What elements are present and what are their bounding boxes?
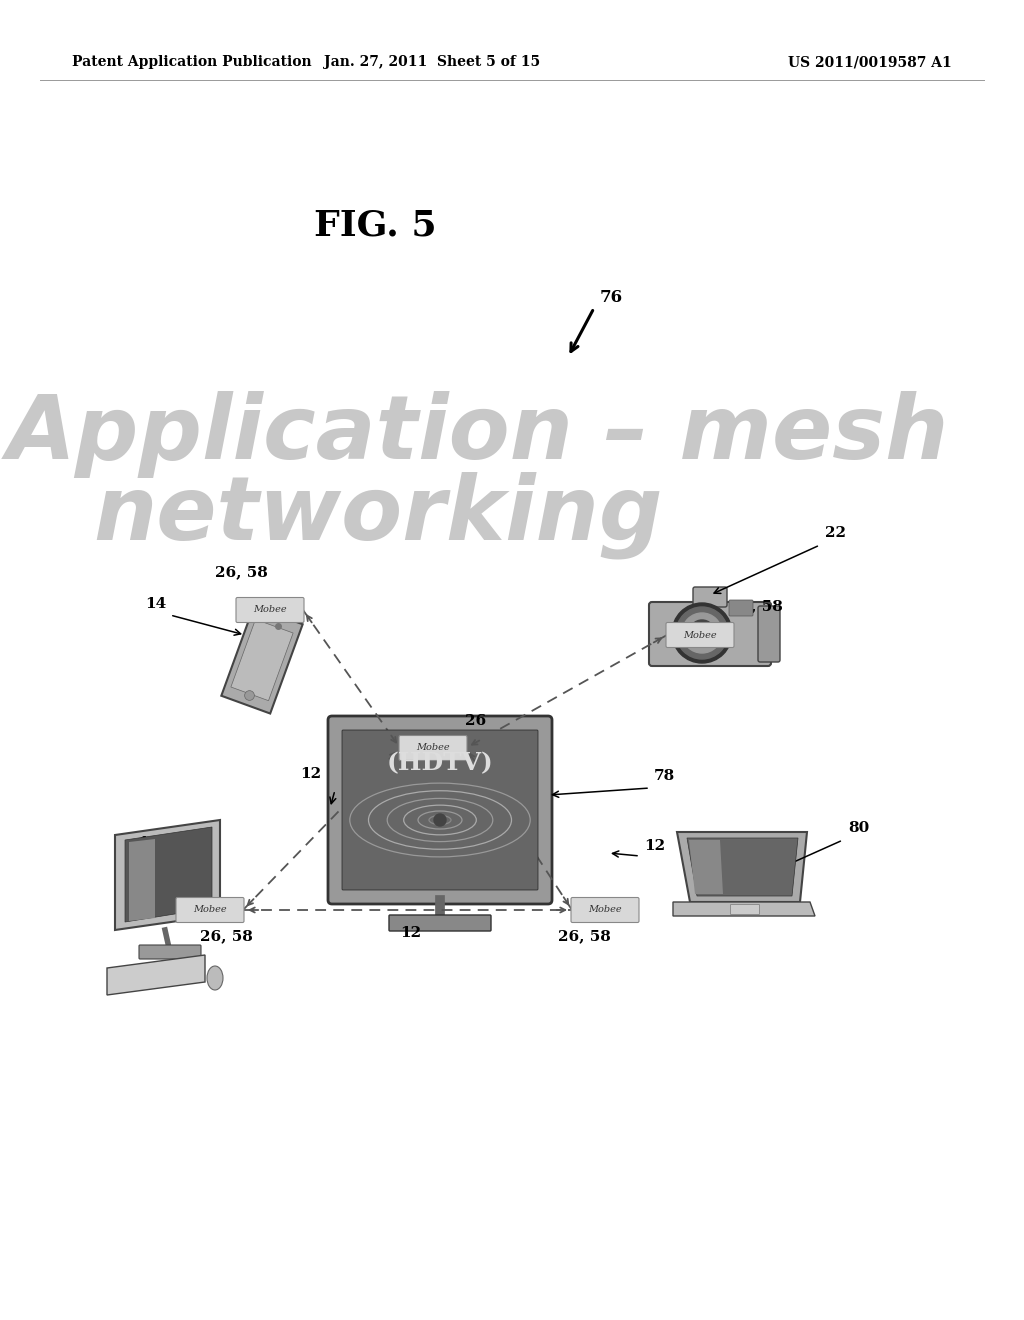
FancyBboxPatch shape [693,587,727,607]
FancyBboxPatch shape [139,945,201,960]
Text: 26, 58: 26, 58 [730,599,783,612]
FancyBboxPatch shape [342,730,538,890]
Text: Mobee: Mobee [416,743,450,752]
FancyBboxPatch shape [649,602,771,667]
Text: 26, 58: 26, 58 [558,929,611,942]
Text: Application – mesh: Application – mesh [7,392,949,479]
Text: 12: 12 [300,767,322,781]
Text: FIG. 5: FIG. 5 [313,209,436,242]
Polygon shape [687,838,798,896]
Text: 22: 22 [825,525,846,540]
FancyBboxPatch shape [729,601,753,616]
Text: 12: 12 [400,927,421,940]
Text: 18: 18 [138,836,160,850]
Text: Mobee: Mobee [683,631,717,639]
FancyBboxPatch shape [730,904,760,915]
Polygon shape [125,828,212,921]
Text: Mobee: Mobee [194,906,226,915]
Circle shape [699,630,705,636]
Polygon shape [673,902,815,916]
Text: (HDTV): (HDTV) [387,751,494,775]
Text: Mobee: Mobee [253,606,287,615]
FancyBboxPatch shape [328,715,552,904]
Text: US 2011/0019587 A1: US 2011/0019587 A1 [788,55,951,69]
Circle shape [676,607,728,659]
Polygon shape [129,840,155,921]
Text: 26, 58: 26, 58 [215,565,268,579]
FancyBboxPatch shape [176,898,244,923]
Text: 14: 14 [145,597,166,611]
FancyBboxPatch shape [571,898,639,923]
Text: 26: 26 [465,714,486,729]
FancyBboxPatch shape [389,915,490,931]
Polygon shape [230,619,293,701]
FancyBboxPatch shape [758,606,780,663]
Text: 26, 58: 26, 58 [200,929,253,942]
Circle shape [695,626,709,640]
Polygon shape [115,820,220,931]
Circle shape [672,603,732,663]
Text: Mobee: Mobee [588,906,622,915]
Text: 80: 80 [848,821,869,836]
FancyBboxPatch shape [666,623,734,648]
Text: 78: 78 [654,770,675,783]
Polygon shape [677,832,807,902]
Text: Patent Application Publication: Patent Application Publication [72,55,311,69]
Circle shape [689,620,715,645]
Text: 12: 12 [644,840,666,853]
Polygon shape [106,954,205,995]
Ellipse shape [207,966,223,990]
FancyBboxPatch shape [399,735,467,760]
Polygon shape [689,840,723,894]
Circle shape [682,612,722,653]
Text: 76: 76 [600,289,624,306]
Text: Jan. 27, 2011  Sheet 5 of 15: Jan. 27, 2011 Sheet 5 of 15 [324,55,540,69]
Polygon shape [221,606,303,714]
Circle shape [434,814,446,826]
Text: networking: networking [93,471,663,558]
FancyBboxPatch shape [236,598,304,623]
